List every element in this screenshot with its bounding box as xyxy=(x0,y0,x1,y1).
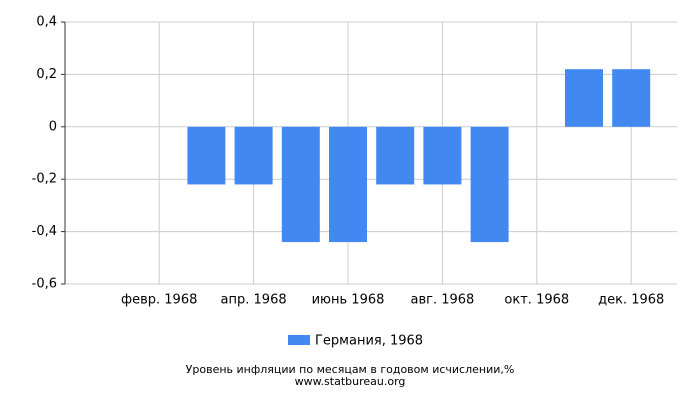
x-tick-label: авг. 1968 xyxy=(410,293,474,308)
bar xyxy=(376,126,415,185)
bar xyxy=(470,126,509,243)
x-tick-label: июнь 1968 xyxy=(312,293,385,308)
legend-label: Германия, 1968 xyxy=(315,334,423,349)
y-tick-label: 0,2 xyxy=(36,67,57,82)
bar xyxy=(329,126,367,243)
y-tick-label: -0,6 xyxy=(32,277,57,292)
bar xyxy=(187,126,226,185)
x-tick-label: дек. 1968 xyxy=(598,293,664,308)
bar xyxy=(234,126,273,185)
x-tick-label: окт. 1968 xyxy=(504,293,569,308)
bar xyxy=(423,126,462,185)
bar xyxy=(612,69,651,127)
y-tick-label: 0 xyxy=(49,119,57,134)
legend-swatch xyxy=(288,335,310,345)
chart-title: Уровень инфляции по месяцам в годовом ис… xyxy=(186,363,515,376)
x-tick-label: апр. 1968 xyxy=(221,293,287,308)
y-tick-label: 0,4 xyxy=(36,15,57,30)
bar xyxy=(281,126,320,243)
y-tick-label: -0,2 xyxy=(32,172,57,187)
y-tick-label: -0,4 xyxy=(32,224,57,239)
chart-subtitle: www.statbureau.org xyxy=(295,375,406,388)
bar xyxy=(565,69,603,127)
x-tick-label: февр. 1968 xyxy=(121,293,197,308)
